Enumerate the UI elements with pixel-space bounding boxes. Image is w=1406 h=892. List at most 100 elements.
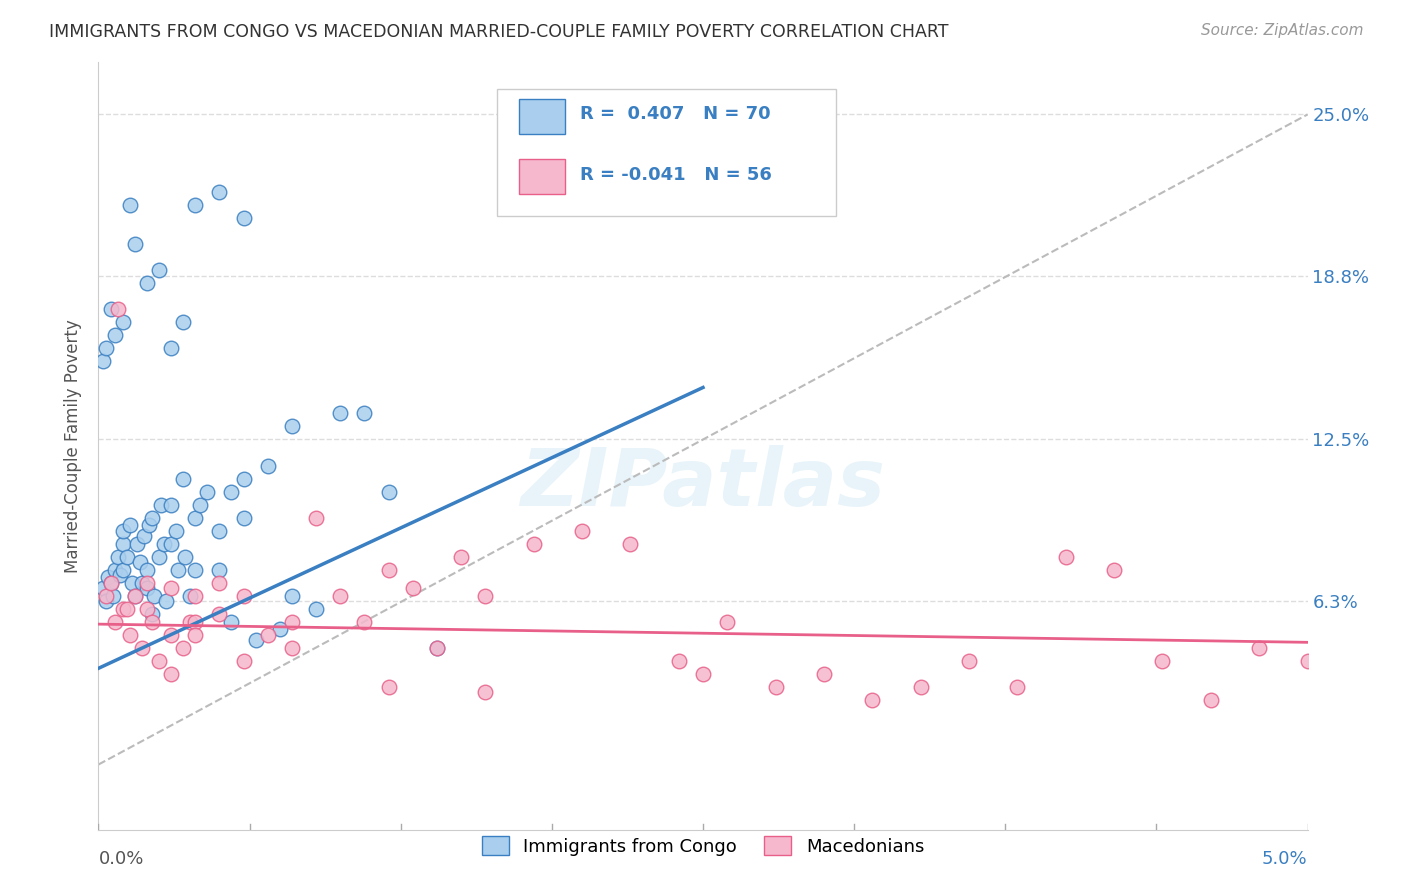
Point <box>179 589 201 603</box>
Point <box>97 570 120 584</box>
Point <box>141 607 163 621</box>
Point <box>450 549 472 564</box>
Text: IMMIGRANTS FROM CONGO VS MACEDONIAN MARRIED-COUPLE FAMILY POVERTY CORRELATION CH: IMMIGRANTS FROM CONGO VS MACEDONIAN MARR… <box>49 23 949 41</box>
Point <box>141 615 163 629</box>
Point <box>107 302 129 317</box>
FancyBboxPatch shape <box>519 99 565 134</box>
Point <box>131 640 153 655</box>
Point <box>329 589 352 603</box>
Point <box>160 627 183 641</box>
Text: ZIPatlas: ZIPatlas <box>520 445 886 524</box>
Point <box>124 237 146 252</box>
FancyBboxPatch shape <box>498 89 837 216</box>
Point <box>184 510 207 524</box>
Point <box>377 680 399 694</box>
Point <box>104 615 127 629</box>
Point <box>305 510 328 524</box>
Point <box>128 555 150 569</box>
Point <box>269 623 291 637</box>
Point <box>148 549 170 564</box>
Point <box>160 536 183 550</box>
Point <box>281 615 304 629</box>
Point <box>111 601 134 615</box>
Point <box>127 536 149 550</box>
Point <box>232 471 254 485</box>
Point <box>184 615 207 629</box>
Point <box>94 589 117 603</box>
Point <box>100 575 122 590</box>
Text: Source: ZipAtlas.com: Source: ZipAtlas.com <box>1201 23 1364 38</box>
Point <box>143 589 166 603</box>
Point <box>107 549 129 564</box>
Point <box>195 484 218 499</box>
Point <box>152 536 174 550</box>
Point <box>118 198 141 212</box>
Point <box>619 536 641 550</box>
FancyBboxPatch shape <box>519 160 565 194</box>
Point <box>172 316 194 330</box>
Point <box>108 567 131 582</box>
Point <box>172 640 194 655</box>
Point <box>121 575 143 590</box>
Point <box>167 562 190 576</box>
Point <box>377 562 399 576</box>
Point <box>402 581 425 595</box>
Point <box>179 615 201 629</box>
Text: 5.0%: 5.0% <box>1263 850 1308 869</box>
Text: R = -0.041   N = 56: R = -0.041 N = 56 <box>579 166 772 185</box>
Point <box>111 316 134 330</box>
Point <box>353 615 375 629</box>
Point <box>1007 680 1029 694</box>
Point <box>160 498 183 512</box>
Point <box>765 680 787 694</box>
Point <box>111 536 134 550</box>
Point <box>91 354 114 368</box>
Point <box>160 581 183 595</box>
Point <box>329 407 352 421</box>
Text: 0.0%: 0.0% <box>98 850 143 869</box>
Point <box>100 302 122 317</box>
Point <box>1249 640 1271 655</box>
Point <box>208 607 231 621</box>
Point <box>118 627 141 641</box>
Point <box>135 562 157 576</box>
Point <box>245 632 267 647</box>
Y-axis label: Married-Couple Family Poverty: Married-Couple Family Poverty <box>65 319 83 573</box>
Point <box>910 680 932 694</box>
Point <box>716 615 738 629</box>
Point <box>135 601 157 615</box>
Point <box>135 575 157 590</box>
Point <box>1054 549 1077 564</box>
Text: R =  0.407   N = 70: R = 0.407 N = 70 <box>579 105 770 123</box>
Point <box>104 328 127 343</box>
Point <box>184 589 207 603</box>
Point <box>232 589 254 603</box>
Point <box>208 575 231 590</box>
Point <box>353 407 375 421</box>
Point <box>1102 562 1125 576</box>
Point <box>101 589 124 603</box>
Legend: Immigrants from Congo, Macedonians: Immigrants from Congo, Macedonians <box>475 829 931 863</box>
Point <box>131 575 153 590</box>
Point <box>135 277 157 291</box>
Point <box>117 601 139 615</box>
Point <box>281 640 304 655</box>
Point <box>232 211 254 226</box>
Point <box>426 640 449 655</box>
Point <box>523 536 546 550</box>
Point <box>104 562 127 576</box>
Point <box>221 484 243 499</box>
Point <box>111 524 134 538</box>
Point <box>184 562 207 576</box>
Point <box>117 549 139 564</box>
Point <box>100 575 122 590</box>
Point <box>860 692 883 706</box>
Point <box>474 589 496 603</box>
Point <box>111 562 134 576</box>
Point <box>256 627 278 641</box>
Point <box>281 589 304 603</box>
Point <box>184 198 207 212</box>
Point <box>208 524 231 538</box>
Point <box>160 342 183 356</box>
Point <box>232 654 254 668</box>
